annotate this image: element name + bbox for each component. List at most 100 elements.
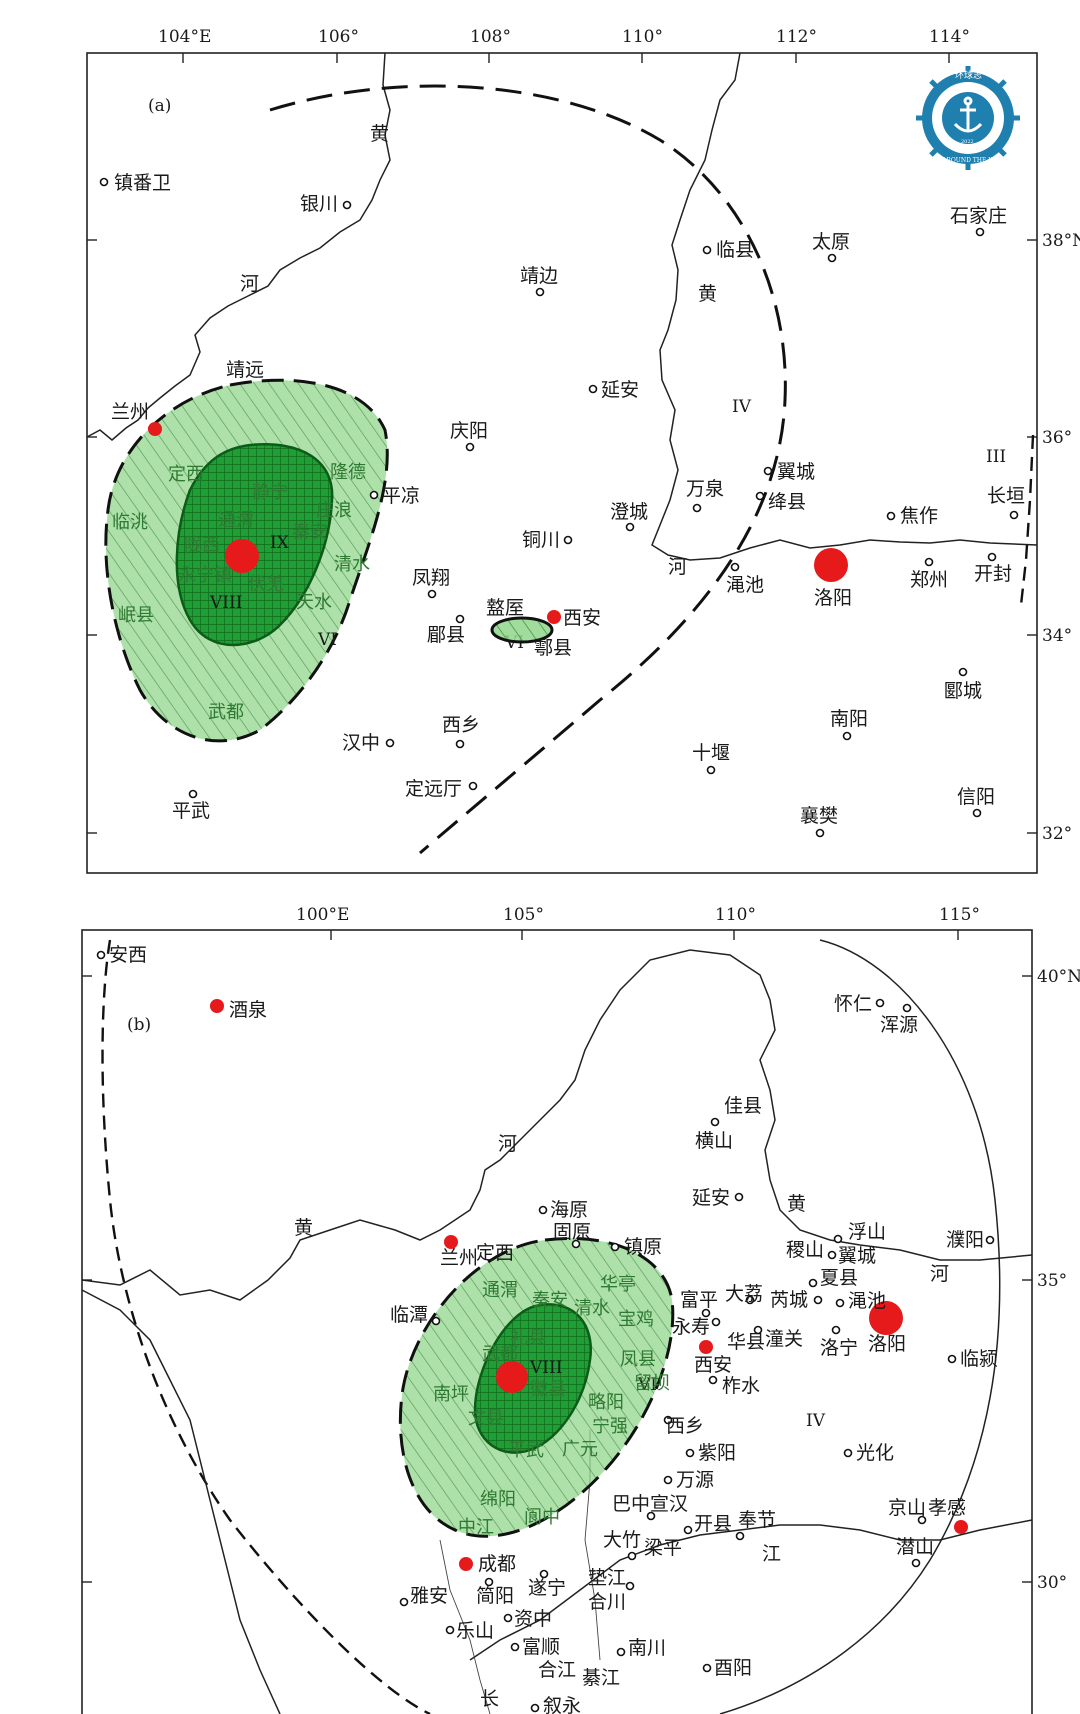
- city-label: 秦安: [532, 1290, 568, 1311]
- city-label: 万泉: [686, 478, 724, 500]
- city-label: 富平: [680, 1289, 718, 1311]
- city-label: 稷山: [786, 1239, 824, 1261]
- city-label: 合江: [538, 1659, 576, 1681]
- city-label: 绛县: [768, 491, 806, 513]
- isoseismal-iv-b-east: [719, 939, 1001, 1714]
- zone-label: VI: [317, 630, 337, 650]
- river-label: 黄: [294, 1217, 313, 1239]
- zone-label: III: [986, 447, 1006, 467]
- city-label: 海原: [550, 1199, 588, 1221]
- city-label: 定西: [168, 464, 204, 485]
- river-label: 长: [480, 1688, 499, 1710]
- yellow-river-a: [86, 52, 391, 441]
- city-label: 凤翔: [412, 567, 450, 589]
- panel-a-lon-ticks: 104°E 106° 108° 110° 112° 114°: [158, 27, 970, 63]
- zone-label: IX: [270, 533, 290, 553]
- city-label: 遂宁: [528, 1577, 566, 1599]
- panel-a-lat-ticks: 38°N 36° 34° 32°: [87, 231, 1080, 844]
- city-label: 天水: [296, 592, 332, 613]
- city-label: 石家庄: [950, 205, 1007, 227]
- city-label: 鄠县: [534, 637, 572, 659]
- felt-site-marker: [699, 1340, 713, 1354]
- city-label: 宝鸡: [618, 1309, 654, 1330]
- city-label: 庆阳: [450, 420, 488, 442]
- logo-year: 2022: [961, 139, 974, 145]
- publisher-logo: 环球志 AROUND THE WORLD 2022: [916, 66, 1020, 170]
- city-label: 郿县: [427, 624, 465, 646]
- city-label: 平武: [172, 800, 210, 822]
- city-label: 太原: [812, 231, 850, 253]
- city-label: 陇西: [184, 535, 220, 556]
- zone-label: IV: [806, 1411, 826, 1431]
- epicenter-marker: [869, 1301, 903, 1335]
- anchor-icon: [953, 96, 983, 133]
- lon-tick-label: 110°: [622, 27, 663, 47]
- city-label: 横山: [695, 1130, 733, 1152]
- panel-b: 100°E 105° 110° 115° 40°N 35° 30° (b) VI…: [81, 905, 1080, 1714]
- epicenter-marker: [496, 1361, 528, 1393]
- city-label: 潜山: [896, 1536, 934, 1558]
- city-label: 洛宁: [820, 1337, 858, 1359]
- city-label: 秦安: [292, 522, 328, 543]
- city-label: 焦作: [900, 505, 938, 527]
- river-label: 黄: [787, 1193, 806, 1215]
- city-label: 南川: [628, 1637, 666, 1659]
- zone-label: VI: [637, 1375, 657, 1395]
- city-label: 武都: [482, 1344, 518, 1365]
- city-label: 夏县: [820, 1267, 858, 1289]
- city-label: 武都: [208, 702, 244, 723]
- lon-tick-label: 100°E: [296, 905, 349, 925]
- panel-a-label: (a): [148, 96, 171, 116]
- city-label: 紫阳: [698, 1442, 736, 1464]
- city-label: 孝感: [928, 1497, 966, 1519]
- yangtze-river-b: [81, 1289, 281, 1714]
- city-label: 长垣: [987, 485, 1025, 507]
- river-label: 黄: [370, 123, 389, 145]
- city-label: 延安: [601, 379, 639, 401]
- isoseismal-iii-a: [1019, 434, 1035, 606]
- river-label: 河: [240, 273, 259, 295]
- city-label: 银川: [300, 193, 338, 215]
- city-label: 镇原: [624, 1236, 662, 1258]
- logo-ring-text: AROUND THE WORLD: [941, 157, 1013, 164]
- city-label: 翼城: [777, 461, 815, 483]
- city-label: 垫江: [588, 1567, 626, 1589]
- city-label: 华县: [727, 1331, 765, 1353]
- yellow-river-b: [81, 949, 1033, 1301]
- lat-tick-label: 38°N: [1042, 231, 1080, 251]
- panel-a-frame: [86, 52, 1038, 874]
- felt-site-marker: [459, 1557, 473, 1571]
- city-label: 临潭: [390, 1304, 428, 1326]
- city-label: 綦江: [582, 1667, 620, 1689]
- city-label: 汉中: [342, 732, 380, 754]
- city-label: 永寿: [672, 1316, 710, 1338]
- city-label: 大荔: [725, 1283, 763, 1305]
- city-label: 西安: [694, 1354, 732, 1376]
- city-label: 广元: [562, 1439, 598, 1460]
- city-label: 镇番卫: [114, 172, 171, 194]
- river-label: 黄: [698, 283, 717, 305]
- lon-tick-label: 114°: [929, 27, 970, 47]
- felt-site-marker: [547, 610, 561, 624]
- city-label: 开封: [974, 563, 1012, 585]
- zone-label: IV: [732, 397, 752, 417]
- city-label: 富顺: [522, 1636, 560, 1658]
- city-label: 定西: [476, 1242, 514, 1264]
- lat-tick-label: 40°N: [1037, 967, 1080, 987]
- city-label: 巴中: [612, 1493, 650, 1515]
- city-label: 郑州: [910, 569, 948, 591]
- panel-b-label: (b): [127, 1015, 151, 1035]
- city-label: 翼城: [838, 1245, 876, 1267]
- city-label: 梁平: [644, 1537, 682, 1559]
- yellow-river-a-east: [651, 52, 1038, 561]
- river-label: 河: [930, 1263, 949, 1285]
- river-label: 河: [498, 1133, 517, 1155]
- lon-tick-label: 106°: [318, 27, 359, 47]
- lon-tick-label: 115°: [939, 905, 980, 925]
- lat-tick-label: 36°: [1042, 428, 1072, 448]
- zone-label: VIII: [209, 593, 242, 613]
- city-label: 铜川: [522, 529, 560, 551]
- city-label: 临洮: [112, 512, 148, 533]
- panel-a: 104°E 106° 108° 110° 112° 114° 38°N 36° …: [86, 27, 1080, 874]
- city-label: 华亭: [600, 1274, 636, 1295]
